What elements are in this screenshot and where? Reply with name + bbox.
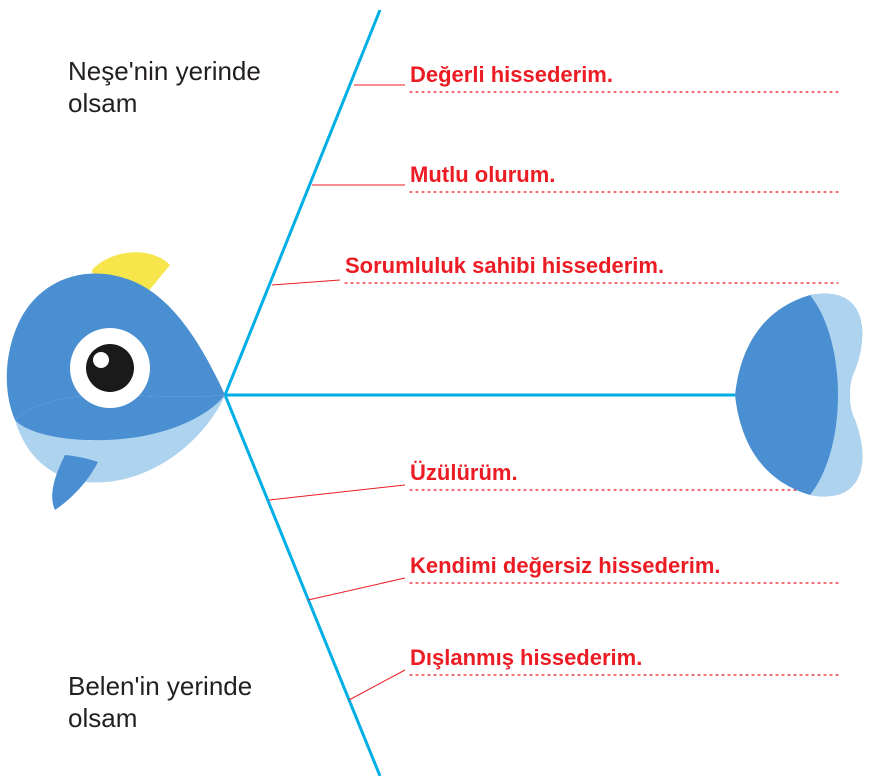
bone-bottom-3-label: Dışlanmış hissederim. xyxy=(410,645,642,670)
fishbone-diagram: Neşe'nin yerinde olsam Belen'in yerinde … xyxy=(0,0,885,776)
bone-top-3: Sorumluluk sahibi hissederim. xyxy=(345,253,838,283)
bone-top-1: Değerli hissederim. xyxy=(410,62,838,92)
fish-head xyxy=(7,252,225,510)
spine-diagonal-down xyxy=(225,395,380,776)
bone-line-top-3 xyxy=(272,280,340,285)
bone-bottom-3: Dışlanmış hissederim. xyxy=(410,645,838,675)
bone-top-3-label: Sorumluluk sahibi hissederim. xyxy=(345,253,664,278)
bone-bottom-2-label: Kendimi değersiz hissederim. xyxy=(410,553,721,578)
title-bottom-line1: Belen'in yerinde xyxy=(68,671,252,701)
bone-line-bottom-3 xyxy=(349,670,405,700)
bone-line-bottom-2 xyxy=(308,578,405,600)
bone-top-2: Mutlu olurum. xyxy=(410,162,838,192)
fish-eye-highlight xyxy=(93,352,109,368)
bone-bottom-2: Kendimi değersiz hissederim. xyxy=(410,553,838,583)
title-top-line1: Neşe'nin yerinde xyxy=(68,56,261,86)
bone-top-1-label: Değerli hissederim. xyxy=(410,62,613,87)
fish-eye-pupil xyxy=(86,344,134,392)
title-bottom-line2: olsam xyxy=(68,703,137,733)
fish-tail xyxy=(735,294,862,497)
title-top-line2: olsam xyxy=(68,88,137,118)
bone-bottom-1-label: Üzülürüm. xyxy=(410,460,518,485)
bone-line-bottom-1 xyxy=(269,485,405,500)
bone-top-2-label: Mutlu olurum. xyxy=(410,162,555,187)
